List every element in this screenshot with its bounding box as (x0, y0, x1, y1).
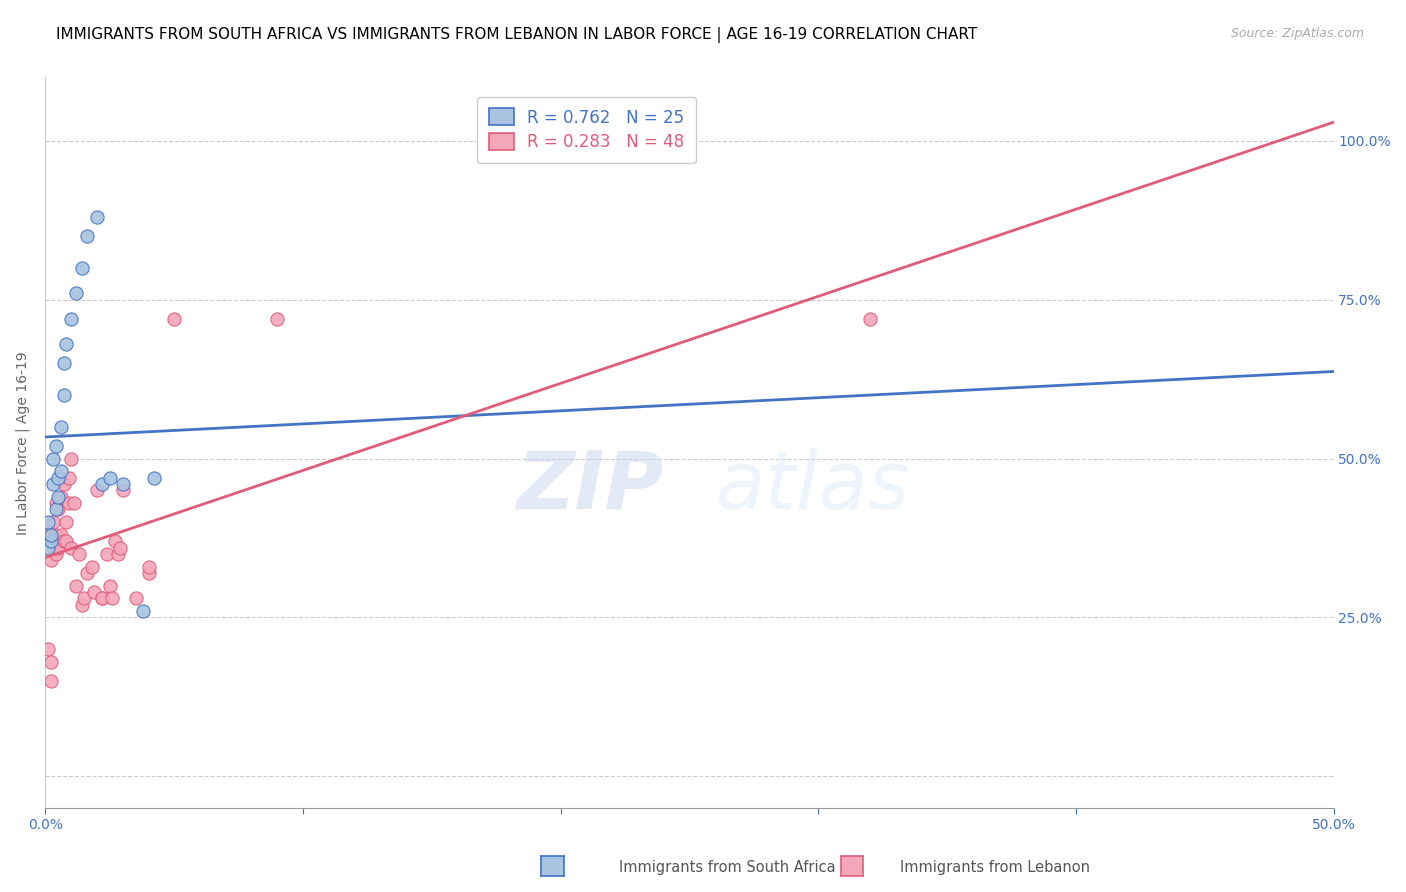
Point (39, 534, 62, 549)
Point (859, 311, 882, 326)
Point (142, 470, 165, 484)
Point (45, 547, 67, 561)
Point (65, 286, 87, 301)
Point (58, 496, 80, 510)
Point (58, 470, 80, 484)
Point (48, 502, 70, 516)
Text: Source: ZipAtlas.com: Source: ZipAtlas.com (1230, 27, 1364, 40)
Point (60, 451, 83, 466)
Point (49, 490, 72, 504)
Point (37, 515, 59, 529)
Point (45, 528, 67, 542)
Point (76, 566, 98, 580)
Point (86, 210, 108, 224)
Point (91, 591, 114, 606)
Point (111, 483, 134, 498)
Point (98, 579, 121, 593)
Point (37, 541, 59, 555)
Point (39, 673, 62, 688)
Point (60, 311, 83, 326)
Point (42, 451, 65, 466)
Point (49, 420, 72, 434)
Point (52, 388, 75, 402)
Point (45, 439, 67, 453)
Point (42, 541, 65, 555)
Point (163, 311, 186, 326)
Point (42, 515, 65, 529)
Point (60, 541, 83, 555)
Point (96, 547, 118, 561)
Point (45, 496, 67, 510)
Point (48, 490, 70, 504)
Point (91, 591, 114, 606)
Point (39, 553, 62, 567)
Point (83, 585, 105, 599)
Text: Immigrants from South Africa: Immigrants from South Africa (619, 860, 835, 874)
Point (104, 534, 127, 549)
Point (52, 534, 75, 549)
Point (39, 528, 62, 542)
Point (42, 477, 65, 491)
Point (107, 547, 129, 561)
Text: ZIP: ZIP (516, 448, 664, 525)
Point (55, 515, 77, 529)
Point (266, 311, 288, 326)
Point (98, 470, 121, 484)
Point (48, 541, 70, 555)
Text: Immigrants from Lebanon: Immigrants from Lebanon (900, 860, 1090, 874)
Y-axis label: In Labor Force | Age 16-19: In Labor Force | Age 16-19 (15, 351, 30, 534)
Point (73, 591, 96, 606)
Point (67, 547, 90, 561)
Point (91, 477, 114, 491)
Point (86, 483, 108, 498)
Point (52, 477, 75, 491)
Point (48, 470, 70, 484)
Point (132, 604, 155, 618)
Text: IMMIGRANTS FROM SOUTH AFRICA VS IMMIGRANTS FROM LEBANON IN LABOR FORCE | AGE 16-: IMMIGRANTS FROM SOUTH AFRICA VS IMMIGRAN… (56, 27, 977, 43)
Point (45, 502, 67, 516)
Point (55, 534, 77, 549)
Point (37, 528, 59, 542)
Point (101, 591, 124, 606)
Point (138, 566, 160, 580)
Point (62, 496, 84, 510)
Point (70, 260, 93, 275)
Point (49, 464, 72, 478)
Point (39, 655, 62, 669)
Text: atlas: atlas (716, 448, 910, 525)
Point (55, 337, 77, 351)
Point (76, 229, 98, 244)
Point (111, 477, 134, 491)
Point (42, 534, 65, 549)
Point (138, 559, 160, 574)
Point (37, 642, 59, 657)
Point (49, 528, 72, 542)
Point (80, 559, 103, 574)
Point (124, 591, 146, 606)
Legend: R = 0.762   N = 25, R = 0.283   N = 48: R = 0.762 N = 25, R = 0.283 N = 48 (477, 96, 696, 163)
Point (70, 598, 93, 612)
Point (52, 356, 75, 370)
Point (108, 541, 131, 555)
Point (48, 534, 70, 549)
Point (65, 579, 87, 593)
